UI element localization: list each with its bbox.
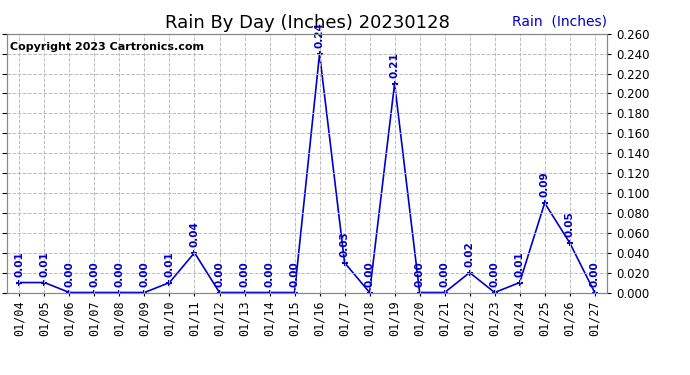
Title: Rain By Day (Inches) 20230128: Rain By Day (Inches) 20230128 (165, 14, 449, 32)
Text: 0.01: 0.01 (39, 251, 50, 277)
Text: 0.00: 0.00 (290, 261, 299, 287)
Text: 0.09: 0.09 (540, 172, 550, 197)
Text: 0.01: 0.01 (164, 251, 175, 277)
Text: 0.21: 0.21 (390, 52, 400, 78)
Text: 0.00: 0.00 (239, 261, 250, 287)
Text: 0.00: 0.00 (490, 261, 500, 287)
Text: Copyright 2023 Cartronics.com: Copyright 2023 Cartronics.com (10, 42, 204, 51)
Text: Rain  (Inches): Rain (Inches) (512, 15, 607, 28)
Text: 0.03: 0.03 (339, 231, 350, 257)
Text: 0.00: 0.00 (64, 261, 75, 287)
Text: 0.00: 0.00 (590, 261, 600, 287)
Text: 0.05: 0.05 (564, 211, 575, 237)
Text: 0.00: 0.00 (215, 261, 224, 287)
Text: 0.00: 0.00 (264, 261, 275, 287)
Text: 0.00: 0.00 (90, 261, 99, 287)
Text: 0.00: 0.00 (139, 261, 150, 287)
Text: 0.02: 0.02 (464, 241, 475, 267)
Text: 0.00: 0.00 (115, 261, 124, 287)
Text: 0.00: 0.00 (440, 261, 450, 287)
Text: 0.01: 0.01 (515, 251, 524, 277)
Text: 0.00: 0.00 (364, 261, 375, 287)
Text: 0.24: 0.24 (315, 22, 324, 48)
Text: 0.04: 0.04 (190, 221, 199, 247)
Text: 0.01: 0.01 (14, 251, 24, 277)
Text: 0.00: 0.00 (415, 261, 424, 287)
